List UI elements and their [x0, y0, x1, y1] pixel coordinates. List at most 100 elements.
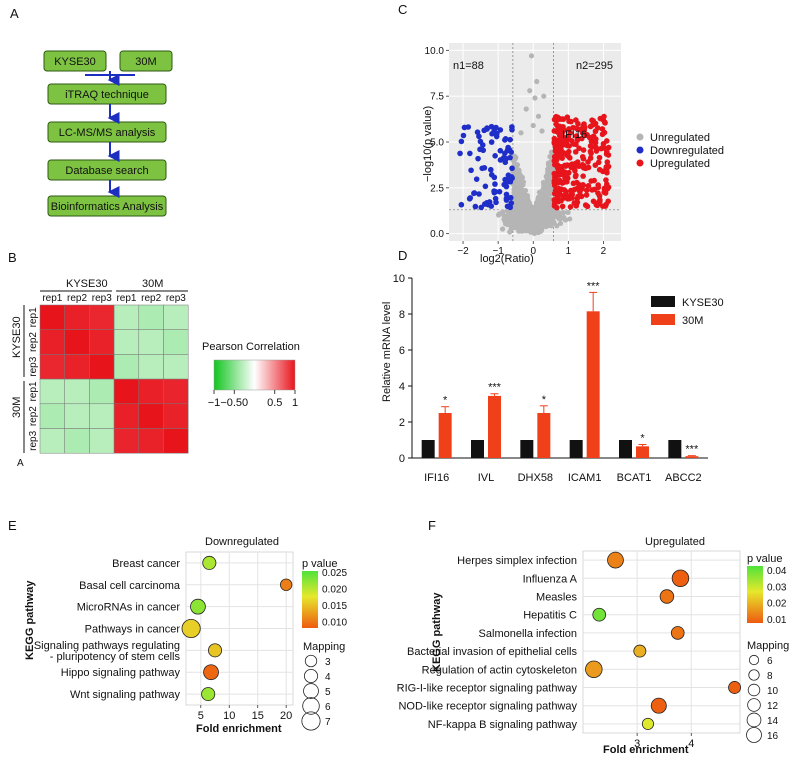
- bar-significance: ***: [685, 444, 699, 456]
- dotplot-e-ylabel: KEGG pathway: [24, 580, 36, 660]
- volcano-xlabel: log2(Ratio): [480, 253, 534, 265]
- volcano-point-unregulated: [523, 209, 529, 215]
- volcano-point-upregulated: [595, 159, 602, 166]
- volcano-point-upregulated: [599, 131, 606, 138]
- volcano-point-upregulated: [551, 203, 558, 209]
- volcano-point-upregulated: [573, 133, 580, 139]
- heatmap-cell: [39, 403, 65, 429]
- volcano-point-unregulated: [550, 211, 556, 217]
- volcano-point-upregulated: [570, 124, 576, 131]
- heatmap-cell: [113, 403, 140, 429]
- volcano-point-unregulated: [527, 216, 534, 222]
- volcano-point-upregulated: [600, 203, 606, 209]
- heatmap-cell: [113, 428, 140, 454]
- volcano-point-downregulated: [497, 147, 504, 154]
- dotplot-e-point: [280, 578, 293, 591]
- flow-box-kyse30-label: KYSE30: [54, 56, 96, 68]
- volcano-point-upregulated: [553, 121, 560, 128]
- volcano-point-downregulated: [475, 155, 481, 162]
- bar-ytick-label: 6: [399, 345, 405, 357]
- dotplot-f-point: [670, 626, 685, 640]
- volcano-point-upregulated: [580, 165, 587, 171]
- volcano-point-upregulated: [601, 189, 607, 196]
- volcano-point-unregulated: [496, 211, 502, 217]
- volcano-point-upregulated: [603, 138, 610, 144]
- volcano-point-unregulated: [536, 214, 542, 220]
- volcano-point-upregulated: [585, 164, 592, 171]
- flow-step-box: [47, 159, 167, 181]
- volcano-ytick-label: 5.0: [430, 138, 444, 149]
- volcano-highlight-label: IFI16: [562, 129, 587, 141]
- volcano-point-unregulated: [513, 169, 519, 175]
- volcano-point-upregulated: [588, 178, 594, 184]
- volcano-point-unregulated: [511, 181, 518, 188]
- heatmap-cell: [113, 329, 140, 355]
- volcano-xtick-label: −2: [457, 246, 469, 257]
- volcano-point-downregulated: [458, 138, 465, 145]
- bar-category-label: IFI16: [424, 472, 449, 484]
- heatmap-cell: [163, 428, 189, 454]
- volcano-point-unregulated: [528, 207, 534, 213]
- volcano-point-unregulated: [543, 190, 549, 196]
- volcano-point-unregulated: [513, 213, 519, 220]
- bar-category-label: BCAT1: [617, 472, 652, 484]
- dotplot-e-pvalue-tick: 0.020: [322, 585, 347, 596]
- volcano-point-unregulated: [516, 173, 522, 179]
- volcano-point-downregulated: [473, 176, 480, 182]
- volcano-point-upregulated: [576, 181, 582, 188]
- dotplot-f-mapping-label: 10: [767, 686, 779, 697]
- volcano-point-downregulated: [487, 166, 494, 173]
- volcano-point-upregulated: [579, 135, 585, 142]
- dotplot-f-mapping-swatch: [746, 727, 762, 743]
- volcano-point-upregulated: [595, 190, 601, 196]
- dotplot-e-mapping-swatch: [304, 654, 318, 668]
- volcano-point-downregulated: [492, 153, 498, 159]
- volcano-point-unregulated: [514, 163, 520, 169]
- heatmap-cell: [138, 378, 164, 405]
- volcano-point-unregulated: [543, 199, 549, 205]
- dotplot-f-pathway-label: Influenza A: [523, 573, 578, 585]
- dotplot-f-pathway-label: Salmonella infection: [479, 628, 577, 640]
- volcano-point-upregulated: [592, 128, 599, 135]
- heatmap-cell: [64, 329, 90, 355]
- volcano-n2: n2=295: [576, 60, 613, 72]
- volcano-point-upregulated: [555, 162, 561, 169]
- volcano-point-downregulated: [508, 200, 515, 206]
- heatmap-cell: [89, 329, 115, 355]
- volcano-point-downregulated: [467, 150, 473, 157]
- volcano-point-upregulated: [560, 141, 567, 148]
- dotplot-e-point: [202, 555, 217, 570]
- volcano-point-unregulated: [563, 217, 569, 223]
- volcano-point-upregulated: [566, 118, 572, 125]
- heatmap-cell: [89, 354, 115, 380]
- volcano-point-downregulated: [472, 203, 479, 210]
- volcano-point-unregulated: [538, 189, 544, 195]
- volcano-point-unregulated: [512, 187, 518, 193]
- heatmap-cell: [64, 403, 90, 429]
- volcano-point-downregulated: [457, 150, 463, 157]
- volcano-point-upregulated: [603, 167, 610, 173]
- volcano-point-downregulated: [497, 127, 504, 133]
- volcano-point-upregulated: [572, 167, 578, 174]
- dotplot-e-xtick-label: 10: [223, 710, 235, 722]
- flow-step-box: [47, 83, 167, 105]
- dotplot-e-pathway-label: - pluripotency of stem cells: [50, 651, 181, 663]
- volcano-point-upregulated: [570, 187, 576, 194]
- volcano-point-downregulated: [505, 144, 511, 151]
- volcano-point-upregulated: [556, 131, 563, 137]
- volcano-point-downregulated: [474, 129, 481, 135]
- flow-step-label: Database search: [65, 165, 148, 177]
- panel-c: C −2 −1 0 1 2 0.0 2.5 5.0 7.5 10.0 n1=88 n2=295 I…: [398, 2, 724, 265]
- volcano-point-upregulated: [559, 116, 566, 122]
- volcano-xtick-label: −1: [492, 246, 504, 257]
- heatmap-cell: [39, 329, 65, 355]
- panel-b: B A rep1 rep2 rep3 rep1 rep2 rep3 rep1 rep2 rep3…: [8, 250, 300, 469]
- volcano-point-unregulated: [524, 224, 530, 230]
- panel-label-b: B: [8, 250, 17, 265]
- volcano-point-upregulated: [570, 141, 577, 147]
- dotplot-f-pathway-label: Measles: [536, 592, 577, 604]
- volcano-point-upregulated: [554, 170, 561, 176]
- heatmap-row-label: rep2: [28, 332, 39, 352]
- dotplot-f-pvalue-tick: 0.03: [767, 582, 787, 593]
- dotplot-f-pathway-label: Bacterial invasion of epithelial cells: [407, 646, 577, 658]
